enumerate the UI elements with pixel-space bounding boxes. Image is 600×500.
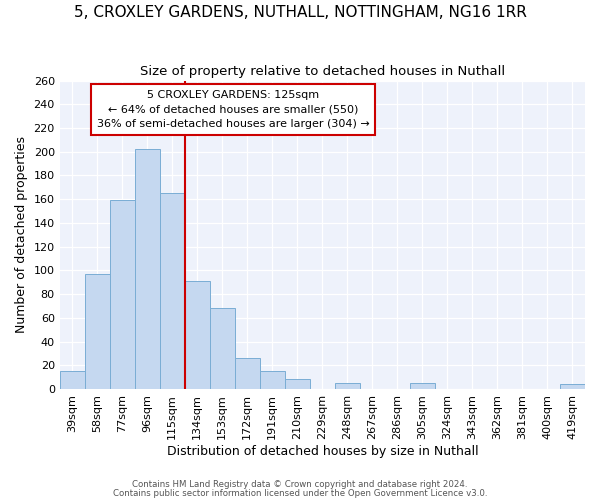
Y-axis label: Number of detached properties: Number of detached properties [15,136,28,334]
Text: 5 CROXLEY GARDENS: 125sqm
← 64% of detached houses are smaller (550)
36% of semi: 5 CROXLEY GARDENS: 125sqm ← 64% of detac… [97,90,370,130]
Bar [85,274,110,389]
Bar [260,371,285,389]
Text: Contains public sector information licensed under the Open Government Licence v3: Contains public sector information licen… [113,489,487,498]
Bar [110,200,135,389]
Bar [185,281,210,389]
Bar [160,193,185,389]
Bar [235,358,260,389]
Bar [560,384,585,389]
Bar [210,308,235,389]
Bar [410,383,435,389]
X-axis label: Distribution of detached houses by size in Nuthall: Distribution of detached houses by size … [167,444,478,458]
Text: Contains HM Land Registry data © Crown copyright and database right 2024.: Contains HM Land Registry data © Crown c… [132,480,468,489]
Title: Size of property relative to detached houses in Nuthall: Size of property relative to detached ho… [140,65,505,78]
Bar [135,150,160,389]
Text: 5, CROXLEY GARDENS, NUTHALL, NOTTINGHAM, NG16 1RR: 5, CROXLEY GARDENS, NUTHALL, NOTTINGHAM,… [74,5,526,20]
Bar [285,380,310,389]
Bar [59,371,85,389]
Bar [335,383,360,389]
